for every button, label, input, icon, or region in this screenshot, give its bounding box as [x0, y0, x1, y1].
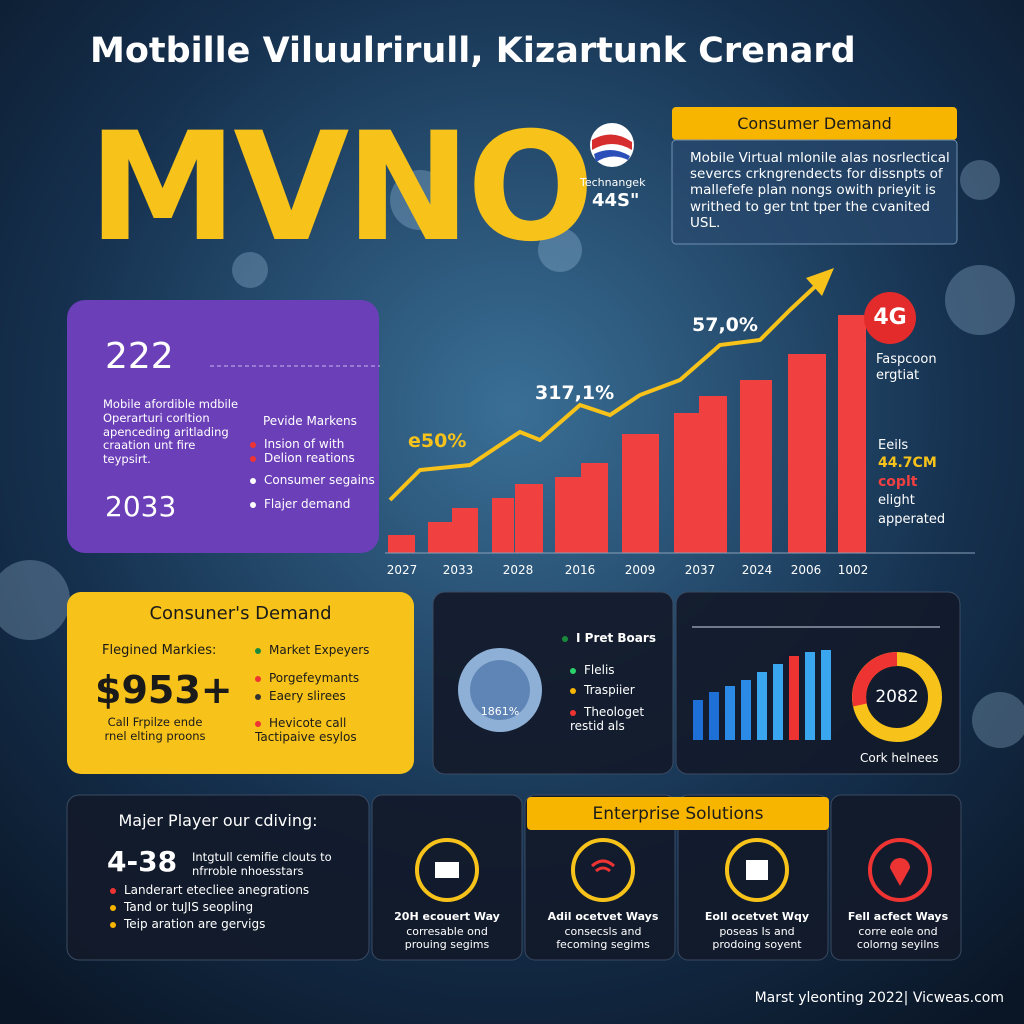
- purple-card: [67, 300, 379, 553]
- globe-inner: [470, 660, 530, 720]
- card-title: 20H ecouert Way: [394, 910, 500, 923]
- globe-label: 1861%: [480, 705, 520, 718]
- card-text: corre eole ond colorng seyilns: [856, 925, 940, 952]
- bokeh: [0, 160, 1024, 748]
- donut-segment: [852, 652, 898, 707]
- donut-card: [675, 591, 961, 775]
- chart-label: e50%: [408, 430, 467, 452]
- x-label: 2024: [741, 563, 773, 577]
- x-label: 2016: [564, 563, 596, 577]
- title: Motbille Viluulrirull, Kizartunk Crenard: [90, 31, 856, 71]
- list-item: Delion reations: [250, 451, 355, 465]
- badge-value: 44S": [592, 190, 640, 211]
- list-item: Flajer demand: [250, 497, 350, 511]
- side-note: Faspcoon ergtiat: [876, 352, 937, 383]
- footer: Marst yleonting 2022| Vicweas.com: [754, 990, 1004, 1006]
- enterprise-header: [527, 797, 829, 830]
- value-text: Intgtull cemifie clouts to nfrroble nhoe…: [192, 850, 332, 878]
- big-title: MVNO: [88, 101, 594, 275]
- list-item: Flelis: [570, 663, 615, 677]
- list-item: Theologet restid als: [570, 705, 665, 734]
- card-title: Eoll ocetvet Wqy: [704, 910, 810, 923]
- demand-body: Mobile Virtual mlonile alas nosrlectical…: [690, 150, 950, 231]
- purple-body: Mobile afordible mdbile Operarturi corlt…: [103, 397, 239, 467]
- list-item: Pevide Markens: [263, 414, 357, 428]
- badge-label: Technangek: [580, 176, 646, 189]
- x-label: 2009: [624, 563, 656, 577]
- x-label: 1002: [837, 563, 869, 577]
- badge-stripe: [592, 134, 632, 150]
- card-text: poseas Is and prodoing soyent: [712, 925, 802, 952]
- 4g-badge: [864, 292, 916, 344]
- big-value: $953+: [95, 668, 233, 712]
- list-item: Market Expeyers: [255, 643, 369, 657]
- icon-glyph: [890, 858, 910, 886]
- chart-label: 4G: [873, 305, 907, 330]
- list-item: Teip aration are gervigs: [110, 917, 265, 931]
- side-line: 44.7CM: [878, 455, 937, 471]
- donut-value: 2082: [875, 687, 919, 707]
- card-text: corresable ond prouing segims: [404, 925, 490, 952]
- demand-title: Consumer Demand: [737, 114, 892, 133]
- chart-label: 57,0%: [692, 314, 758, 336]
- list-item: Landerart etecliee anegrations: [110, 883, 309, 897]
- year: 222: [105, 336, 174, 377]
- caption: Cork helnees: [860, 751, 939, 765]
- trend-line: [388, 280, 822, 502]
- list-item: Consumer segains: [250, 473, 375, 487]
- year: 2033: [105, 490, 177, 523]
- side-line: apperated: [878, 512, 946, 527]
- side-line: coplt: [878, 474, 918, 490]
- x-label: 2037: [684, 563, 716, 577]
- icon-glyph: [590, 859, 616, 873]
- list-item: Insion of with: [250, 437, 344, 451]
- demand-header: [672, 107, 957, 140]
- card-title: I Pret Boars: [562, 631, 656, 645]
- x-label: 2006: [790, 563, 822, 577]
- list-item: Tand or tuJIS seopling: [110, 900, 253, 914]
- side-line: elight: [878, 493, 915, 508]
- list-item: Hevicote call Tactipaive esylos: [255, 716, 385, 745]
- badge-stripe: [594, 149, 630, 162]
- bars: [388, 315, 866, 553]
- card-title: Fell acfect Ways: [847, 910, 949, 923]
- list-item: Eaery slirees: [255, 689, 346, 703]
- mini-bars: [693, 650, 831, 740]
- icon-glyph: [746, 860, 768, 880]
- chart-label: 317,1%: [535, 382, 615, 404]
- icons: [415, 838, 932, 902]
- caption: Call Frpilze ende rnel elting proons: [104, 715, 206, 743]
- card-title: Consuner's Demand: [149, 603, 332, 624]
- card-text: consecsls and fecoming segims: [556, 925, 650, 952]
- enterprise-title: Enterprise Solutions: [592, 804, 764, 824]
- x-label: 2033: [442, 563, 474, 577]
- list-item: Porgefeymants: [255, 671, 359, 685]
- list-item: Traspiier: [570, 683, 635, 697]
- card-title: Adil ocetvet Ways: [547, 910, 659, 923]
- x-label: 2027: [386, 563, 418, 577]
- demand-body: [671, 139, 958, 245]
- card-subtitle: Flegined Markies:: [102, 643, 217, 658]
- x-label: 2028: [502, 563, 534, 577]
- trend-arrow: [806, 268, 834, 296]
- big-value: 4-38: [107, 845, 178, 878]
- side-line: Eeils: [878, 438, 909, 453]
- card-title: Majer Player our cdiving:: [118, 811, 318, 830]
- icon-glyph: [435, 862, 459, 878]
